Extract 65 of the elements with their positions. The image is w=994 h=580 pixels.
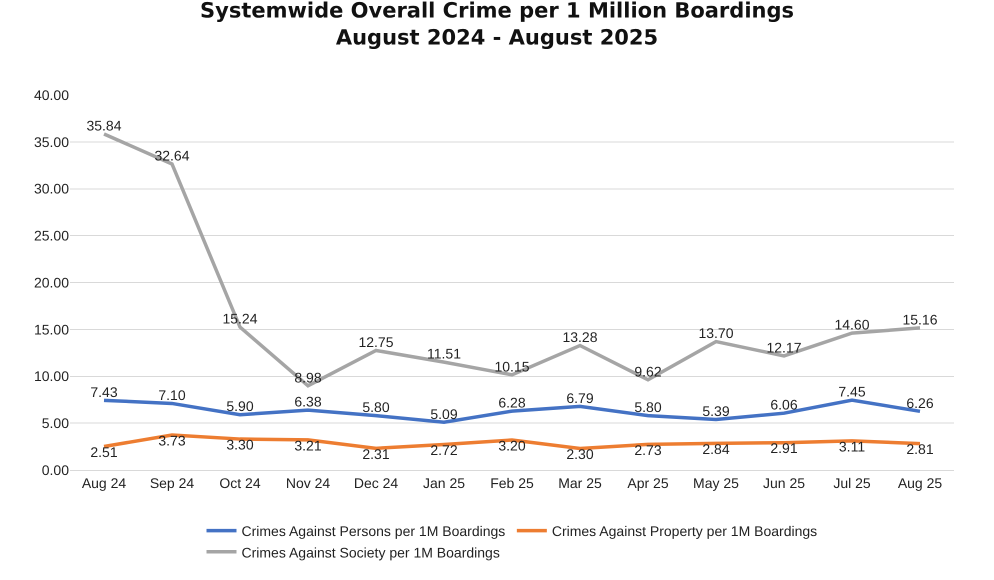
data-label: 2.30 — [566, 446, 594, 462]
data-label: 13.28 — [562, 329, 598, 345]
data-label: 2.51 — [90, 444, 118, 460]
y-tick-label: 10.00 — [34, 368, 70, 384]
data-label: 5.39 — [702, 402, 730, 419]
data-label: 15.16 — [902, 311, 938, 328]
data-label: 32.64 — [154, 148, 190, 164]
x-tick-label: Sep 24 — [150, 474, 194, 491]
x-tick-label: Feb 25 — [490, 474, 534, 491]
data-label: 5.09 — [430, 406, 458, 422]
data-label: 8.98 — [294, 369, 322, 386]
x-tick-label: Dec 24 — [354, 474, 398, 491]
data-label: 10.15 — [494, 358, 530, 374]
data-label: 2.91 — [770, 440, 798, 456]
x-tick-label: Mar 25 — [558, 474, 602, 491]
x-tick-label: Jan 25 — [422, 474, 466, 491]
data-label: 3.30 — [226, 436, 254, 453]
y-tick-label: 20.00 — [34, 274, 70, 290]
x-tick-label: Aug 25 — [898, 474, 942, 491]
data-label: 35.84 — [86, 118, 122, 134]
data-label: 12.75 — [358, 334, 394, 350]
data-label: 15.24 — [222, 310, 258, 327]
data-label: 3.21 — [294, 437, 322, 454]
y-tick-label: 35.00 — [34, 134, 70, 150]
y-tick-label: 40.00 — [34, 86, 70, 103]
data-label: 14.60 — [834, 316, 870, 333]
x-tick-label: Apr 25 — [627, 474, 669, 491]
data-label: 3.11 — [838, 438, 866, 454]
y-tick-label: 30.00 — [34, 180, 70, 197]
data-label: 2.73 — [634, 442, 662, 458]
legend-label: Crimes Against Property per 1M Boardings — [552, 523, 818, 540]
y-tick-label: 0.00 — [42, 462, 70, 478]
y-tick-label: 25.00 — [34, 228, 70, 244]
data-label: 5.80 — [634, 399, 662, 416]
data-label: 9.62 — [634, 363, 662, 380]
x-tick-label: Jun 25 — [762, 474, 806, 491]
x-tick-label: May 25 — [693, 474, 740, 491]
x-tick-label: Nov 24 — [286, 474, 330, 491]
data-label: 2.84 — [702, 440, 730, 457]
data-label: 3.73 — [158, 432, 186, 449]
x-tick-label: Jul 25 — [833, 474, 871, 491]
data-label: 6.06 — [770, 396, 798, 413]
data-label: 6.28 — [498, 394, 526, 411]
data-label: 2.31 — [362, 446, 390, 462]
data-label: 2.81 — [906, 441, 934, 458]
data-label: 7.10 — [158, 386, 186, 403]
legend-label: Crimes Against Persons per 1M Boardings — [242, 523, 506, 540]
data-label: 6.26 — [906, 394, 934, 411]
x-tick-label: Oct 24 — [219, 474, 261, 491]
data-label: 2.72 — [430, 442, 458, 458]
data-label: 7.45 — [838, 384, 866, 400]
x-tick-label: Aug 24 — [82, 474, 126, 491]
data-label: 13.70 — [698, 325, 734, 342]
legend-label: Crimes Against Society per 1M Boardings — [242, 544, 500, 560]
data-label: 7.43 — [90, 384, 118, 400]
data-label: 3.20 — [498, 438, 526, 454]
data-label: 5.90 — [226, 398, 254, 414]
chart-title: Systemwide Overall Crime per 1 Million Boardings August 2024 - August 2025 — [200, 0, 794, 50]
data-label: 11.51 — [427, 346, 462, 362]
y-tick-label: 5.00 — [42, 415, 70, 432]
y-tick-label: 15.00 — [34, 321, 70, 338]
data-label: 12.17 — [766, 339, 802, 356]
data-label: 6.79 — [566, 390, 594, 406]
data-label: 5.80 — [362, 399, 390, 416]
data-label: 6.38 — [294, 394, 322, 410]
